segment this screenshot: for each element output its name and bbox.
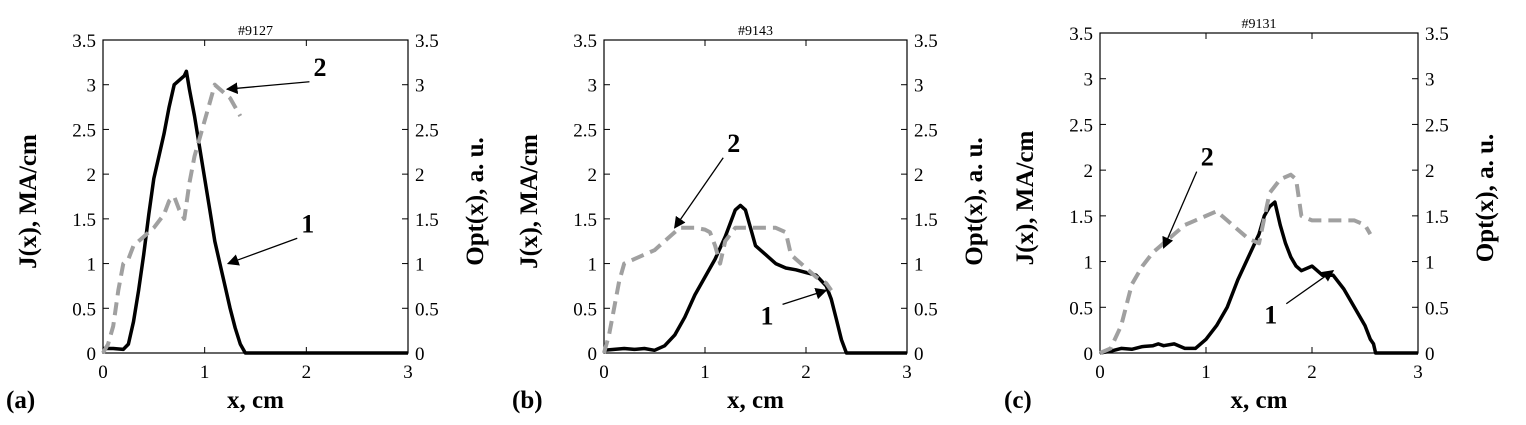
y-axis-label-right: Opt(x), a. u. <box>1472 134 1499 262</box>
x-axis-label: x, cm <box>727 387 784 414</box>
y-tick-label-right: 2 <box>1425 161 1435 182</box>
panel-label: (a) <box>6 387 35 414</box>
y-tick-label-left: 2 <box>588 165 598 186</box>
y-tick-label-right: 3 <box>914 76 924 97</box>
y-tick-label-right: 3.5 <box>415 31 439 52</box>
series-line-2 <box>1099 172 1373 355</box>
y-tick-label-right: 0 <box>1425 344 1435 365</box>
y-tick-label-left: 1.5 <box>573 210 597 231</box>
y-tick-label-left: 3.5 <box>1069 24 1093 45</box>
x-tick-label: 2 <box>801 362 811 383</box>
y-tick-label-left: 1 <box>588 255 598 276</box>
y-tick-label-right: 0.5 <box>415 299 439 320</box>
annotation-label-2: 2 <box>727 129 740 158</box>
annotation-arrow-1 <box>1285 270 1335 305</box>
y-tick-label-left: 0.5 <box>1069 298 1093 319</box>
y-tick-label-right: 1.5 <box>415 210 439 231</box>
y-tick-label-right: 1 <box>415 255 425 276</box>
y-tick-label-left: 2.5 <box>1069 115 1093 136</box>
x-tick-label: 1 <box>1201 362 1211 383</box>
y-tick-label-right: 1.5 <box>1425 207 1449 228</box>
panel-label: (b) <box>512 387 543 414</box>
x-tick-label: 0 <box>98 362 108 383</box>
x-tick-label: 3 <box>1413 362 1423 383</box>
y-tick-label-right: 3 <box>415 76 425 97</box>
y-tick-label-right: 2 <box>914 165 924 186</box>
y-tick-label-left: 1.5 <box>72 210 96 231</box>
y-tick-label-left: 0 <box>87 344 97 365</box>
y-tick-label-left: 1.5 <box>1069 207 1093 228</box>
y-axis-label-left: J(x), MA/cm <box>516 134 543 269</box>
chart-title: #9127 <box>238 24 273 39</box>
annotation-arrow-2 <box>225 81 310 95</box>
y-tick-label-left: 0 <box>1084 344 1094 365</box>
annotation-arrow-1 <box>226 237 298 266</box>
y-tick-label-left: 3 <box>87 76 97 97</box>
series-line-2 <box>602 225 833 354</box>
y-tick-label-right: 0 <box>914 344 924 365</box>
annotation-label-2: 2 <box>1201 143 1214 172</box>
chart-title: #9131 <box>1242 17 1277 32</box>
y-tick-label-right: 3.5 <box>914 31 938 52</box>
plot-frame <box>1099 32 1419 354</box>
x-tick-label: 1 <box>700 362 710 383</box>
chart-panel-3: 0 00.5 0.51 11.5 1.52 22.5 2.53 33.5 3.50 1 2 312#9… <box>1004 17 1499 414</box>
annotation-arrow-2 <box>1162 171 1198 249</box>
x-tick-label: 1 <box>200 362 210 383</box>
y-tick-label-left: 3.5 <box>573 31 597 52</box>
x-axis-label: x, cm <box>227 387 284 414</box>
y-tick-label-right: 1.5 <box>914 210 938 231</box>
y-tick-label-right: 1 <box>914 255 924 276</box>
annotation-label-1: 1 <box>1264 301 1277 330</box>
series-line-2 <box>101 82 243 354</box>
series-line-1 <box>603 203 907 355</box>
annotation-arrow-2 <box>674 157 724 229</box>
y-tick-label-right: 0.5 <box>914 299 938 320</box>
y-axis-label-left: J(x), MA/cm <box>15 134 42 269</box>
y-tick-label-left: 2.5 <box>72 120 96 141</box>
y-axis-label-right: Opt(x), a. u. <box>462 137 489 265</box>
y-tick-label-left: 2 <box>87 165 97 186</box>
annotation-arrow-1 <box>782 288 828 306</box>
y-tick-label-left: 1 <box>87 255 97 276</box>
y-tick-label-left: 1 <box>1084 253 1094 274</box>
y-axis-label-left: J(x), MA/cm <box>1012 130 1039 265</box>
y-tick-label-left: 3 <box>588 76 598 97</box>
x-tick-label: 0 <box>1095 362 1105 383</box>
y-tick-label-left: 3 <box>1084 70 1094 91</box>
panel-label: (c) <box>1004 387 1032 414</box>
chart-title: #9143 <box>738 24 773 39</box>
x-tick-label: 3 <box>902 362 912 383</box>
plot-frame <box>603 39 908 354</box>
annotation-label-1: 1 <box>301 209 314 238</box>
y-tick-label-left: 3.5 <box>72 31 96 52</box>
y-tick-label-right: 2 <box>415 165 425 186</box>
y-tick-label-right: 3 <box>1425 70 1435 91</box>
y-tick-label-right: 2.5 <box>1425 115 1449 136</box>
y-tick-label-right: 0 <box>415 344 425 365</box>
chart-panel-1: 0 00.5 0.51 11.5 1.52 22.5 2.53 33.5 3.50 1 2 312#9… <box>6 24 489 414</box>
chart-panel-2: 0 00.5 0.51 11.5 1.52 22.5 2.53 33.5 3.50 1 2 312#9… <box>512 24 988 414</box>
annotation-label-1: 1 <box>761 301 774 330</box>
y-tick-label-left: 0 <box>588 344 598 365</box>
x-tick-label: 2 <box>1307 362 1317 383</box>
x-axis-label: x, cm <box>1231 387 1288 414</box>
y-tick-label-right: 0.5 <box>1425 298 1449 319</box>
y-tick-label-right: 2.5 <box>415 120 439 141</box>
y-tick-label-left: 0.5 <box>573 299 597 320</box>
y-tick-label-left: 0.5 <box>72 299 96 320</box>
y-tick-label-right: 1 <box>1425 253 1435 274</box>
x-tick-label: 2 <box>302 362 312 383</box>
y-tick-label-right: 2.5 <box>914 120 938 141</box>
y-tick-label-left: 2.5 <box>573 120 597 141</box>
annotation-label-2: 2 <box>313 53 326 82</box>
x-tick-label: 0 <box>599 362 609 383</box>
series-line-1 <box>1099 200 1418 355</box>
series-line-1 <box>103 69 408 355</box>
y-axis-label-right: Opt(x), a. u. <box>961 137 988 265</box>
x-tick-label: 3 <box>403 362 413 383</box>
y-tick-label-left: 2 <box>1084 161 1094 182</box>
y-tick-label-right: 3.5 <box>1425 24 1449 45</box>
